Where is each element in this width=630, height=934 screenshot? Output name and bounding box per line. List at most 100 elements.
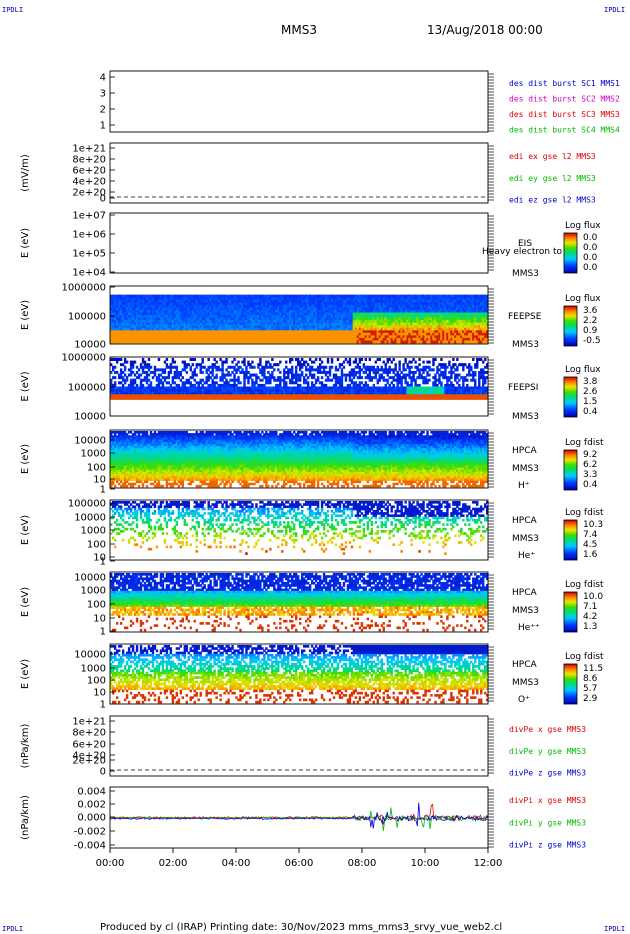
heatmap-cell <box>169 327 173 331</box>
heatmap-cell <box>233 337 236 341</box>
heatmap-cell <box>287 302 290 306</box>
heatmap-cell <box>237 340 240 344</box>
heatmap-cell <box>201 317 204 321</box>
heatmap-cell <box>281 299 284 303</box>
heatmap-cell <box>251 378 254 382</box>
heatmap-cell <box>119 330 123 334</box>
heatmap-cell <box>227 304 230 308</box>
heatmap-cell <box>161 294 165 298</box>
heatmap-cell <box>197 315 200 318</box>
y-tick-label: 8e+20 <box>72 155 106 166</box>
y-tick-label: 6e+20 <box>72 166 106 177</box>
heatmap-cell <box>271 317 274 321</box>
heatmap-cell <box>187 317 190 321</box>
heatmap-cell <box>159 297 163 301</box>
heatmap-cell <box>251 309 254 313</box>
heatmap-cell <box>191 340 194 344</box>
heatmap-cell <box>155 299 159 303</box>
heatmap-cell <box>271 340 274 344</box>
heatmap-cell <box>267 327 270 331</box>
heatmap-cell <box>175 312 179 316</box>
heatmap-cell <box>229 302 232 306</box>
heatmap-cell <box>119 309 123 313</box>
heatmap-cell <box>253 299 256 303</box>
heatmap-cell <box>157 320 161 324</box>
heatmap-cell <box>245 320 248 324</box>
heatmap-cell <box>247 322 250 326</box>
heatmap-cell <box>304 335 308 339</box>
heatmap-cell <box>183 312 186 316</box>
heatmap-cell <box>163 327 167 331</box>
heatmap-cell <box>237 302 240 306</box>
heatmap-cell <box>281 340 284 344</box>
heatmap-cell <box>283 297 286 301</box>
heatmap-cell <box>235 320 238 324</box>
heatmap-cell <box>271 370 274 374</box>
heatmap-cell <box>249 332 252 336</box>
heatmap-cell <box>227 299 230 303</box>
heatmap-cell <box>263 330 266 334</box>
heatmap-cell <box>221 312 224 316</box>
heatmap-cell <box>141 325 145 329</box>
heatmap-cell <box>259 335 262 339</box>
heatmap-cell <box>110 307 113 311</box>
heatmap-cell <box>255 294 258 298</box>
heatmap-cell <box>295 302 298 306</box>
heatmap-cell <box>225 307 228 311</box>
heatmap-cell <box>235 337 238 341</box>
heatmap-cell <box>149 317 153 321</box>
heatmap-cell <box>267 315 270 318</box>
heatmap-cell <box>261 315 264 318</box>
heatmap-cell <box>275 340 278 344</box>
heatmap-cell <box>241 307 244 311</box>
heatmap-cell <box>187 378 190 382</box>
heatmap-cell <box>241 325 244 329</box>
heatmap-cell <box>263 307 266 311</box>
heatmap-cell <box>203 327 206 331</box>
heatmap-cell <box>257 317 260 321</box>
heatmap-cell <box>245 332 248 336</box>
heatmap-cell <box>143 360 147 364</box>
heatmap-cell <box>163 370 167 374</box>
heatmap-cell <box>251 337 254 341</box>
heatmap-cell <box>141 337 145 341</box>
heatmap-cell <box>115 312 119 316</box>
heatmap-cell <box>231 330 234 334</box>
heatmap-cell <box>167 322 171 326</box>
heatmap-cell <box>297 294 300 298</box>
heatmap-cell <box>125 317 129 321</box>
heatmap-cell <box>191 325 194 329</box>
heatmap-cell <box>161 297 165 301</box>
heatmap-cell <box>267 330 270 334</box>
heatmap-cell <box>225 294 228 298</box>
heatmap-cell <box>133 299 137 303</box>
heatmap-cell <box>169 325 173 329</box>
heatmap-cell <box>277 307 280 311</box>
heatmap-cell <box>121 383 125 387</box>
heatmap-cell <box>259 304 262 308</box>
heatmap-cell <box>225 299 228 303</box>
heatmap-cell <box>267 312 270 316</box>
heatmap-cell <box>283 320 286 324</box>
heatmap-cell <box>299 315 302 318</box>
heatmap-cell <box>197 330 200 334</box>
heatmap-cell <box>189 315 192 318</box>
heatmap-cell <box>189 309 192 313</box>
heatmap-cell <box>229 307 232 311</box>
heatmap-cell <box>253 327 256 331</box>
heatmap-cell <box>161 327 165 331</box>
heatmap-cell <box>207 307 210 311</box>
heatmap-cell <box>221 307 224 311</box>
heatmap-cell <box>239 335 242 339</box>
heatmap-cell <box>310 325 314 329</box>
heatmap-cell <box>271 325 274 329</box>
heatmap-cell <box>199 304 202 308</box>
heatmap-cell <box>300 317 304 321</box>
heatmap-cell <box>308 302 312 306</box>
heatmap-cell <box>155 330 159 334</box>
heatmap-cell <box>223 304 226 308</box>
heatmap-cell <box>221 363 224 367</box>
heatmap-cell <box>189 325 192 329</box>
heatmap-cell <box>209 294 212 298</box>
heatmap-cell <box>149 297 153 301</box>
